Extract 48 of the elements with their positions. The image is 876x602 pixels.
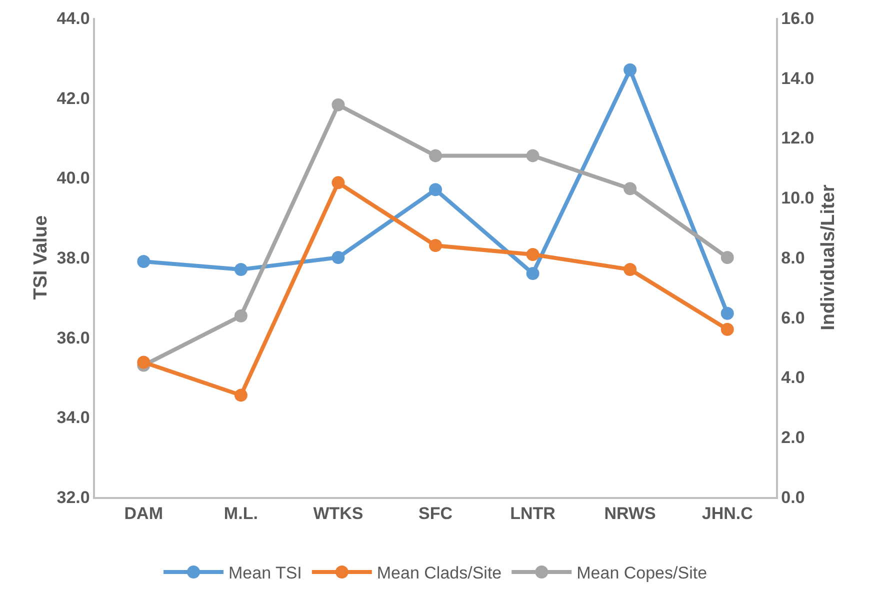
point: [526, 248, 540, 262]
point: [137, 254, 150, 268]
y-tick-label: 42.0: [56, 88, 90, 108]
y-tick-label: 32.0: [56, 488, 90, 507]
y-tick-label: 44.0: [56, 8, 90, 28]
y-tick-label: 40.0: [56, 168, 90, 188]
point: [234, 262, 248, 276]
y2-tick-label: 8.0: [781, 248, 805, 268]
legend-label: Mean TSI: [228, 564, 302, 583]
y-tick-label: 38.0: [56, 248, 90, 268]
legend-label: Mean Clads/Site: [376, 564, 502, 583]
point: [720, 306, 734, 320]
y2-tick-label: 2.0: [781, 428, 805, 448]
y2-tick-label: 0.0: [781, 488, 805, 507]
point: [526, 149, 540, 162]
legend-label: Mean Copes/Site: [576, 564, 708, 583]
point: [526, 266, 540, 280]
point: [332, 98, 345, 112]
point: [137, 356, 150, 369]
y2-tick-label: 6.0: [781, 308, 805, 328]
y-tick-label: 34.0: [56, 408, 90, 428]
y-axis-title: TSI Value: [30, 215, 52, 300]
y2-tick-label: 16.0: [781, 8, 814, 28]
y2-axis-title: Individuals/Liter: [818, 184, 839, 330]
point: [332, 176, 345, 190]
x-tick-label: M.L.: [224, 504, 258, 524]
point: [234, 309, 248, 322]
x-tick-label: LNTR: [510, 504, 556, 524]
x-tick-label: DAM: [124, 504, 163, 524]
x-tick-label: JHN.C: [702, 504, 753, 524]
x-tick-label: WTKS: [313, 504, 364, 524]
point: [429, 239, 442, 252]
point: [624, 262, 637, 276]
y2-tick-label: 12.0: [781, 128, 814, 148]
y2-tick-label: 10.0: [781, 188, 814, 208]
point: [720, 251, 734, 264]
point: [429, 149, 442, 162]
point: [234, 388, 248, 402]
point: [624, 63, 637, 76]
point: [720, 322, 734, 336]
y2-tick-label: 4.0: [781, 368, 805, 388]
point: [624, 182, 637, 196]
x-tick-label: NRWS: [604, 504, 656, 524]
y2-tick-label: 14.0: [781, 68, 814, 88]
y-tick-label: 36.0: [56, 328, 90, 348]
point: [429, 183, 442, 196]
point: [332, 251, 345, 264]
x-tick-label: SFC: [418, 504, 452, 524]
